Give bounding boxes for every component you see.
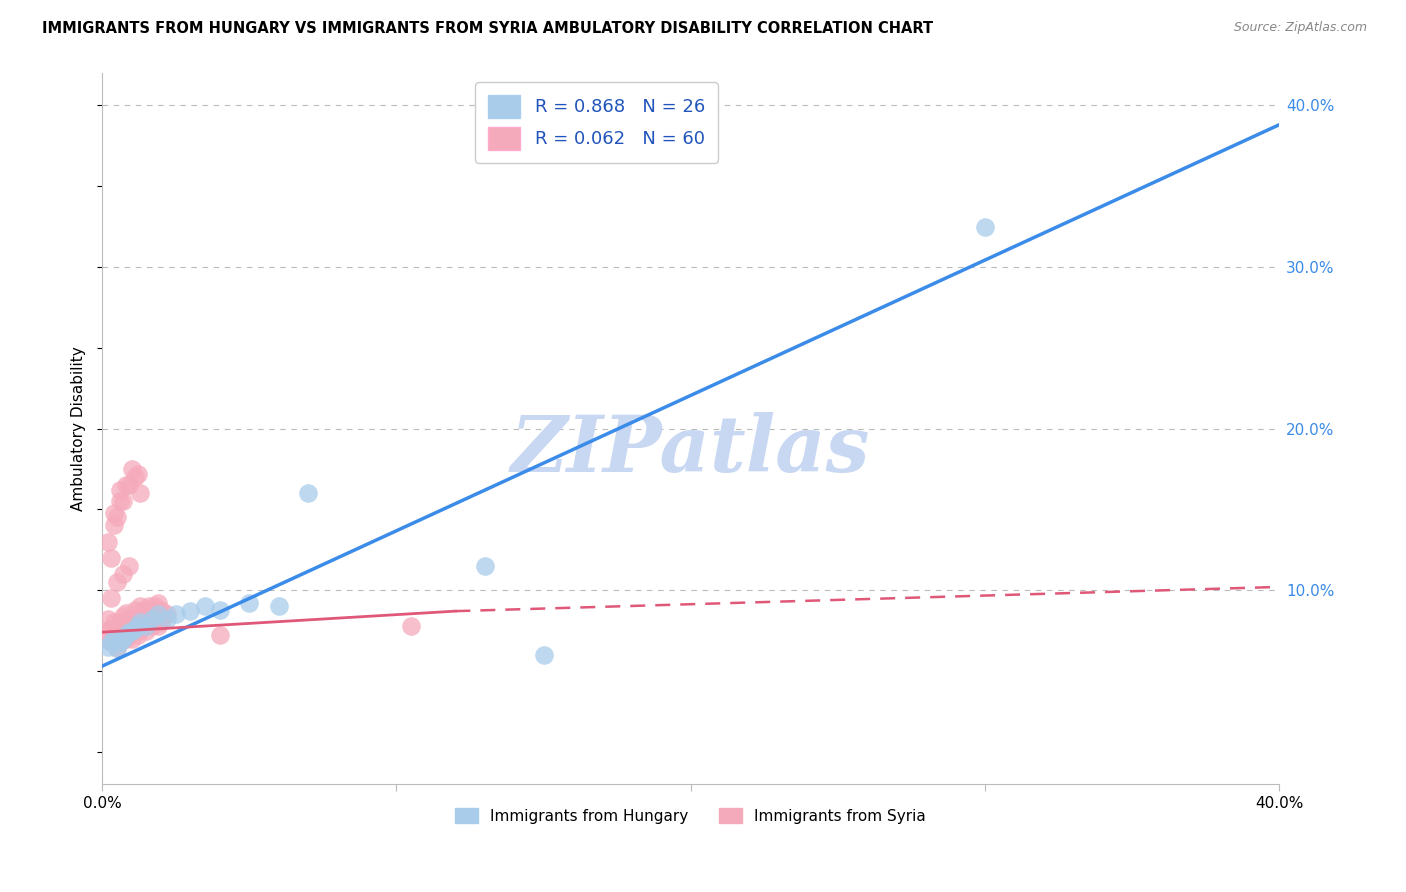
Point bbox=[100, 591, 122, 606]
Point bbox=[94, 624, 117, 638]
Point bbox=[100, 622, 122, 636]
Point bbox=[127, 628, 149, 642]
Point bbox=[118, 625, 141, 640]
Point bbox=[111, 566, 134, 581]
Point bbox=[165, 607, 187, 622]
Point bbox=[118, 628, 141, 642]
Point bbox=[127, 618, 149, 632]
Point bbox=[114, 606, 136, 620]
Point bbox=[108, 635, 131, 649]
Point bbox=[156, 607, 179, 622]
Point bbox=[103, 632, 125, 646]
Point bbox=[111, 609, 134, 624]
Point bbox=[103, 628, 125, 642]
Point bbox=[124, 622, 146, 636]
Point bbox=[143, 599, 166, 614]
Point bbox=[103, 615, 125, 630]
Point bbox=[103, 506, 125, 520]
Point bbox=[105, 575, 128, 590]
Point bbox=[108, 615, 131, 630]
Point bbox=[121, 632, 143, 646]
Point bbox=[97, 632, 120, 646]
Point bbox=[146, 618, 169, 632]
Point bbox=[100, 550, 122, 565]
Point bbox=[111, 494, 134, 508]
Point bbox=[150, 602, 173, 616]
Text: IMMIGRANTS FROM HUNGARY VS IMMIGRANTS FROM SYRIA AMBULATORY DISABILITY CORRELATI: IMMIGRANTS FROM HUNGARY VS IMMIGRANTS FR… bbox=[42, 21, 934, 36]
Point bbox=[141, 606, 163, 620]
Point bbox=[97, 534, 120, 549]
Point bbox=[121, 615, 143, 630]
Point bbox=[105, 641, 128, 656]
Point bbox=[141, 612, 163, 626]
Point bbox=[108, 483, 131, 497]
Point bbox=[533, 648, 555, 662]
Point bbox=[297, 486, 319, 500]
Point bbox=[121, 624, 143, 638]
Y-axis label: Ambulatory Disability: Ambulatory Disability bbox=[72, 346, 86, 511]
Point bbox=[194, 599, 217, 614]
Text: Source: ZipAtlas.com: Source: ZipAtlas.com bbox=[1233, 21, 1367, 34]
Point bbox=[129, 486, 152, 500]
Point bbox=[129, 599, 152, 614]
Point bbox=[97, 612, 120, 626]
Point bbox=[146, 596, 169, 610]
Point bbox=[127, 612, 149, 626]
Point bbox=[114, 478, 136, 492]
Point bbox=[100, 635, 122, 649]
Point bbox=[111, 632, 134, 646]
Point bbox=[974, 219, 997, 234]
Point bbox=[114, 628, 136, 642]
Point bbox=[238, 596, 260, 610]
Text: ZIPatlas: ZIPatlas bbox=[510, 411, 870, 488]
Point bbox=[146, 607, 169, 622]
Point bbox=[100, 635, 122, 649]
Legend: Immigrants from Hungary, Immigrants from Syria: Immigrants from Hungary, Immigrants from… bbox=[450, 802, 932, 830]
Point bbox=[150, 615, 173, 630]
Point bbox=[105, 641, 128, 656]
Point bbox=[129, 622, 152, 636]
Point bbox=[121, 462, 143, 476]
Point bbox=[118, 558, 141, 573]
Point bbox=[208, 602, 231, 616]
Point bbox=[108, 635, 131, 649]
Point bbox=[132, 602, 155, 616]
Point bbox=[114, 632, 136, 646]
Point bbox=[135, 618, 157, 632]
Point bbox=[135, 607, 157, 622]
Point bbox=[138, 599, 160, 614]
Point bbox=[124, 470, 146, 484]
Point bbox=[399, 618, 422, 632]
Point bbox=[267, 599, 290, 614]
Point bbox=[138, 615, 160, 630]
Point bbox=[143, 612, 166, 626]
Point bbox=[141, 618, 163, 632]
Point bbox=[118, 478, 141, 492]
Point bbox=[105, 510, 128, 524]
Point bbox=[105, 625, 128, 640]
Point bbox=[97, 640, 120, 654]
Point bbox=[129, 615, 152, 630]
Point bbox=[132, 612, 155, 626]
Point bbox=[118, 612, 141, 626]
Point bbox=[156, 612, 179, 626]
Point bbox=[208, 628, 231, 642]
Point bbox=[111, 628, 134, 642]
Point bbox=[124, 624, 146, 638]
Point bbox=[103, 518, 125, 533]
Point bbox=[135, 624, 157, 638]
Point bbox=[127, 467, 149, 481]
Point bbox=[124, 602, 146, 616]
Point bbox=[179, 604, 201, 618]
Point bbox=[474, 558, 496, 573]
Point bbox=[108, 494, 131, 508]
